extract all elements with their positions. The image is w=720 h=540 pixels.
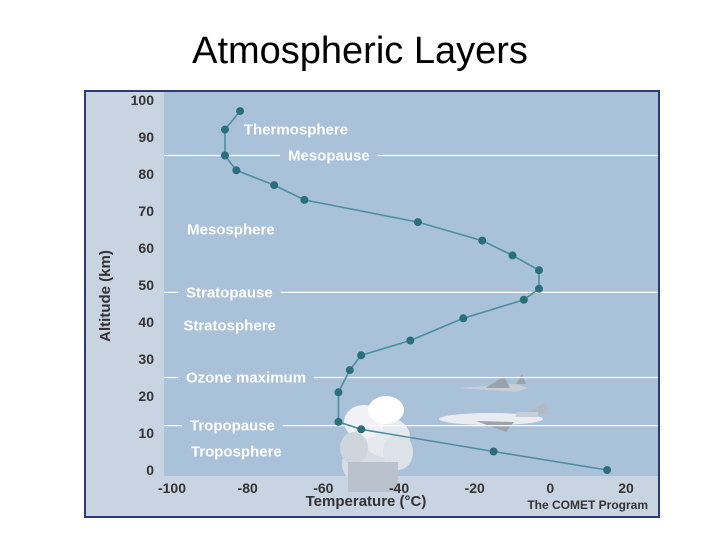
y-tick-label: 70 [138,203,154,219]
y-tick-label: 90 [138,129,154,145]
data-point [489,447,498,456]
layer-boundary-label: Tropopause [190,418,275,435]
data-point [220,151,229,160]
x-tick-label: 20 [618,480,634,496]
layer-boundary-label: Mesopause [288,148,370,165]
data-point [519,295,528,304]
y-tick-label: 40 [138,314,154,330]
x-tick-label: 0 [546,480,554,496]
layer-label: Thermosphere [244,122,348,139]
data-point [413,218,422,227]
x-tick-label: -80 [238,480,258,496]
credit-label: The COMET Program [527,498,648,512]
y-tick-label: 50 [138,277,154,293]
slide-title: Atmospheric Layers [192,30,528,72]
y-tick-label: 30 [138,351,154,367]
y-axis: 0 10 20 30 40 50 60 70 80 90 100 [131,92,155,478]
data-point [357,351,366,360]
layer-boundary: Tropopause [164,418,658,435]
data-point [478,236,487,245]
x-axis: -100 -80 -60 -40 -20 0 20 [158,480,634,496]
y-tick-label: 60 [138,240,154,256]
storm-cloud-icon [340,396,413,492]
y-tick-label: 20 [138,388,154,404]
x-tick-label: -40 [389,480,409,496]
data-point [406,336,415,345]
data-point [220,125,229,134]
x-tick-label: -60 [313,480,333,496]
data-point [334,417,343,426]
y-axis-label: Altitude (km) [97,250,114,342]
decorations [340,374,550,492]
data-point [300,195,309,204]
layer-label: Troposphere [191,444,282,461]
layer-boundaries: Mesopause Stratopause Ozone maximum Tropopa… [164,148,658,435]
layer-boundary: Ozone maximum [164,370,658,387]
layer-boundary: Stratopause [164,284,658,301]
data-point [345,366,354,375]
data-point [334,388,343,397]
y-tick-label: 0 [146,462,154,478]
data-point [534,284,543,293]
layer-boundary-label: Ozone maximum [186,370,306,387]
x-tick-label: -100 [158,480,186,496]
layer-label: Mesosphere [187,222,275,239]
y-tick-label: 100 [131,92,155,108]
data-point [236,107,245,116]
data-point [459,314,468,323]
x-tick-label: -20 [465,480,485,496]
y-tick-label: 80 [138,166,154,182]
temperature-profile-series [220,107,612,474]
chart-figure: Mesopause Stratopause Ozone maximum Tropopa… [84,90,660,518]
altitude-temperature-chart: Mesopause Stratopause Ozone maximum Tropopa… [97,92,658,510]
data-point [534,266,543,275]
data-point [508,251,517,260]
layer-boundary-label: Stratopause [186,284,273,301]
data-point [603,466,612,474]
layer-label: Stratosphere [183,318,276,335]
airliner-icon [439,402,550,432]
y-tick-label: 10 [138,425,154,441]
data-point [357,425,366,434]
data-point [270,181,279,190]
layer-labels: Thermosphere Mesosphere Stratosphere Tropos… [183,122,348,461]
jet-aircraft-icon [458,374,528,392]
x-axis-label: Temperature (°C) [306,493,427,510]
data-point [232,166,241,175]
